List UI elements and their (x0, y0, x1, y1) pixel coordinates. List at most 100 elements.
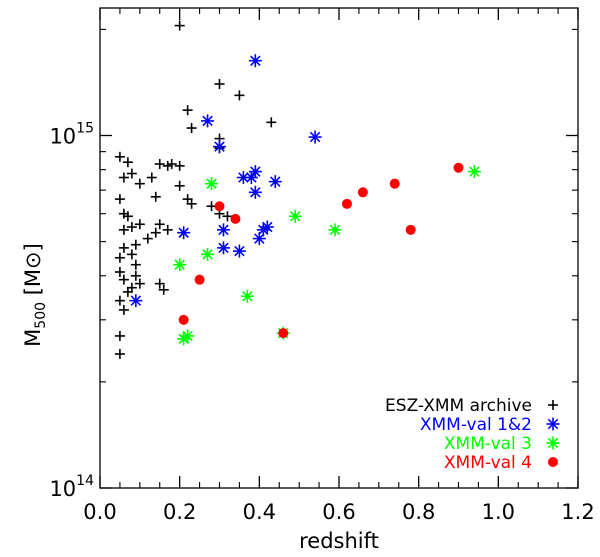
svg-text:M500 [M⊙]: M500 [M⊙] (21, 243, 49, 347)
series-2 (173, 165, 481, 346)
x-tick-label: 0.4 (243, 500, 276, 524)
data-point (122, 157, 133, 168)
legend-label: XMM-val 3 (444, 434, 532, 454)
data-point (126, 168, 137, 179)
data-point (118, 242, 129, 253)
x-tick-label: 0.8 (402, 500, 435, 524)
data-point (150, 191, 161, 202)
data-point (126, 249, 137, 260)
data-point (174, 180, 185, 191)
data-point (278, 328, 289, 339)
x-axis-title: redshift (299, 529, 379, 553)
data-point (174, 20, 185, 31)
data-point (205, 177, 219, 191)
data-point (177, 226, 191, 240)
data-point (154, 159, 165, 170)
y-axis-title-unit: [M⊙] (21, 243, 45, 295)
data-point (328, 223, 342, 237)
data-point (114, 252, 125, 263)
y-tick-label: 1014 (49, 473, 94, 501)
data-point (467, 165, 481, 179)
data-point (260, 220, 274, 234)
data-point (266, 117, 277, 128)
data-point (130, 270, 141, 281)
legend-marker (546, 417, 560, 431)
series-3 (178, 162, 464, 339)
data-point (186, 123, 197, 134)
data-point (234, 90, 245, 101)
data-point (453, 162, 464, 173)
data-point (114, 330, 125, 341)
data-point (248, 54, 262, 68)
y-axis-title-base: M (21, 329, 45, 347)
data-point (213, 140, 226, 154)
x-tick-label: 0.0 (83, 500, 116, 524)
data-point (130, 239, 141, 250)
data-point (186, 198, 197, 209)
data-point (150, 227, 161, 238)
x-tick-label: 0.2 (163, 500, 196, 524)
data-point (308, 130, 322, 144)
y-axis: 1014 1015 (49, 28, 578, 501)
legend-marker (548, 400, 558, 410)
data-point (114, 194, 125, 205)
data-point (114, 295, 125, 306)
data-point (236, 171, 250, 185)
legend-label: XMM-val 1&2 (420, 415, 532, 435)
y-axis-title-sub: 500 (33, 302, 49, 329)
data-point (114, 266, 125, 277)
data-point (154, 278, 165, 289)
data-point (341, 198, 352, 209)
x-tick-label: 1.0 (482, 500, 515, 524)
data-point (118, 274, 129, 285)
data-point (178, 314, 189, 325)
data-point (173, 258, 187, 272)
data-point (405, 224, 416, 235)
data-point (122, 211, 133, 222)
data-point (126, 222, 137, 233)
data-point (118, 172, 129, 183)
x-axis: 0.0 0.2 0.4 0.6 0.8 1.0 1.2 (83, 8, 595, 524)
data-point (252, 232, 266, 246)
data-point (222, 211, 233, 222)
x-tick-label: 0.6 (322, 500, 355, 524)
data-point (134, 278, 145, 289)
data-point (158, 284, 169, 295)
legend-label: ESZ-XMM archive (385, 396, 532, 416)
y-axis-title: M500 [M⊙] (21, 243, 49, 347)
data-point (129, 294, 143, 308)
legend-marker (548, 457, 558, 467)
series-1 (129, 54, 322, 308)
data-point (142, 233, 153, 244)
data-point (201, 114, 215, 128)
data-point (146, 172, 157, 183)
data-point (194, 274, 205, 285)
data-point (177, 332, 191, 346)
data-point (230, 213, 241, 224)
data-point (232, 244, 246, 258)
data-point (214, 201, 225, 212)
data-point (114, 348, 125, 359)
data-point (288, 209, 302, 223)
data-point (118, 224, 129, 235)
data-point (240, 289, 254, 303)
data-point (130, 259, 141, 270)
data-point (114, 151, 125, 162)
data-point (162, 224, 173, 235)
data-point (166, 159, 177, 170)
data-points (114, 20, 481, 359)
data-point (357, 187, 368, 198)
data-point (134, 219, 145, 230)
data-point (201, 247, 215, 261)
x-tick-label: 1.2 (561, 500, 594, 524)
data-point (182, 105, 193, 116)
data-point (118, 304, 129, 315)
data-point (154, 219, 165, 230)
data-point (122, 286, 133, 297)
data-point (248, 185, 262, 199)
y-tick-label: 1015 (49, 121, 94, 149)
data-point (216, 223, 230, 237)
data-point (389, 178, 400, 189)
